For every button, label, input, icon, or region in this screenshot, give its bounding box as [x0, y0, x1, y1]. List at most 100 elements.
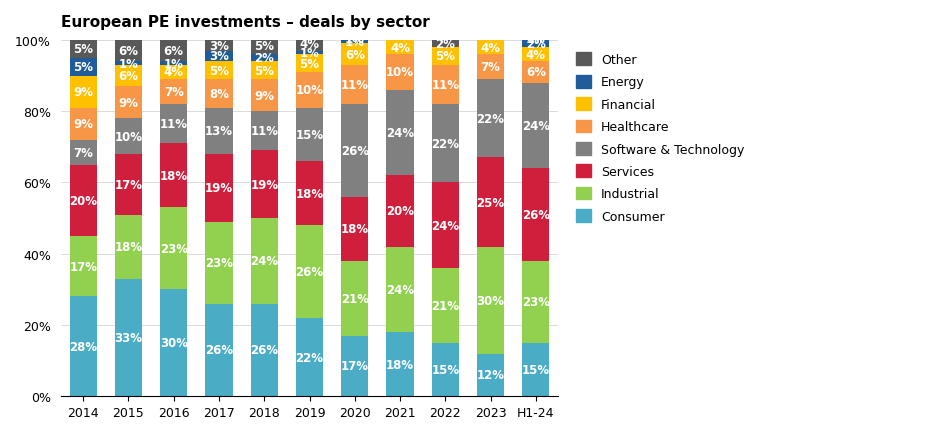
Text: 22%: 22%: [476, 112, 504, 125]
Bar: [477, 26, 504, 41]
Bar: [523, 37, 549, 41]
Text: 5%: 5%: [254, 65, 275, 78]
Bar: [296, 73, 323, 108]
Text: 11%: 11%: [340, 79, 369, 92]
Text: 6%: 6%: [345, 49, 364, 62]
Text: 28%: 28%: [69, 340, 97, 353]
Bar: [296, 318, 323, 396]
Text: 30%: 30%: [160, 336, 188, 349]
Bar: [477, 55, 504, 80]
Text: 15%: 15%: [295, 128, 324, 141]
Bar: [251, 62, 278, 80]
Bar: [523, 261, 549, 343]
Bar: [387, 41, 413, 55]
Text: 22%: 22%: [295, 351, 324, 364]
Bar: [432, 66, 459, 105]
Bar: [341, 197, 368, 261]
Bar: [69, 108, 97, 140]
Bar: [205, 80, 232, 108]
Bar: [160, 41, 188, 62]
Text: 18%: 18%: [340, 223, 369, 236]
Text: 19%: 19%: [205, 182, 233, 195]
Text: 1%: 1%: [118, 57, 139, 70]
Bar: [205, 41, 232, 52]
Text: 17%: 17%: [69, 260, 97, 273]
Text: 24%: 24%: [522, 120, 549, 133]
Bar: [387, 91, 413, 176]
Text: 24%: 24%: [431, 219, 460, 232]
Text: 20%: 20%: [69, 194, 97, 207]
Bar: [160, 289, 188, 396]
Bar: [115, 66, 142, 87]
Text: 13%: 13%: [205, 125, 233, 138]
Bar: [160, 66, 188, 80]
Text: 4%: 4%: [481, 41, 500, 54]
Text: European PE investments – deals by sector: European PE investments – deals by secto…: [61, 15, 429, 30]
Text: 7%: 7%: [164, 86, 184, 99]
Bar: [523, 83, 549, 169]
Text: 6%: 6%: [118, 70, 139, 83]
Bar: [115, 62, 142, 66]
Text: 17%: 17%: [340, 360, 369, 373]
Bar: [296, 52, 323, 55]
Bar: [477, 247, 504, 354]
Text: 11%: 11%: [431, 79, 460, 92]
Text: 18%: 18%: [160, 169, 188, 182]
Bar: [387, 176, 413, 247]
Bar: [160, 105, 188, 144]
Bar: [387, 247, 413, 332]
Text: 10%: 10%: [295, 84, 324, 97]
Text: 6%: 6%: [525, 66, 546, 79]
Text: 8%: 8%: [209, 88, 229, 101]
Bar: [115, 41, 142, 62]
Bar: [115, 279, 142, 396]
Bar: [251, 112, 278, 151]
Text: 5%: 5%: [73, 43, 93, 56]
Bar: [160, 80, 188, 105]
Bar: [115, 87, 142, 119]
Text: 18%: 18%: [115, 240, 142, 253]
Text: 21%: 21%: [431, 299, 460, 312]
Text: 6%: 6%: [118, 45, 139, 58]
Bar: [477, 158, 504, 247]
Text: 15%: 15%: [431, 363, 460, 376]
Bar: [477, 354, 504, 396]
Bar: [205, 108, 232, 155]
Text: 7%: 7%: [73, 146, 93, 159]
Bar: [160, 144, 188, 208]
Bar: [69, 41, 97, 59]
Bar: [251, 55, 278, 62]
Bar: [205, 52, 232, 62]
Text: 23%: 23%: [522, 296, 549, 309]
Bar: [296, 162, 323, 226]
Bar: [523, 48, 549, 62]
Text: 5%: 5%: [209, 65, 229, 78]
Text: 26%: 26%: [340, 145, 369, 158]
Text: 10%: 10%: [115, 130, 142, 143]
Bar: [296, 108, 323, 162]
Bar: [205, 62, 232, 80]
Bar: [160, 208, 188, 289]
Bar: [432, 41, 459, 48]
Bar: [69, 165, 97, 237]
Text: 1%: 1%: [526, 33, 546, 46]
Bar: [251, 219, 278, 304]
Bar: [69, 140, 97, 165]
Bar: [432, 48, 459, 66]
Text: 11%: 11%: [160, 118, 188, 131]
Bar: [432, 268, 459, 343]
Text: 12%: 12%: [476, 368, 504, 381]
Bar: [341, 44, 368, 66]
Text: 4%: 4%: [300, 38, 319, 51]
Text: 1%: 1%: [164, 57, 184, 70]
Bar: [341, 105, 368, 197]
Text: 4%: 4%: [390, 27, 410, 40]
Bar: [115, 215, 142, 279]
Text: 1%: 1%: [345, 36, 364, 49]
Bar: [341, 37, 368, 41]
Text: 11%: 11%: [251, 125, 278, 138]
Text: 23%: 23%: [205, 256, 233, 270]
Text: 2%: 2%: [526, 38, 546, 51]
Bar: [205, 155, 232, 222]
Text: 30%: 30%: [476, 294, 504, 307]
